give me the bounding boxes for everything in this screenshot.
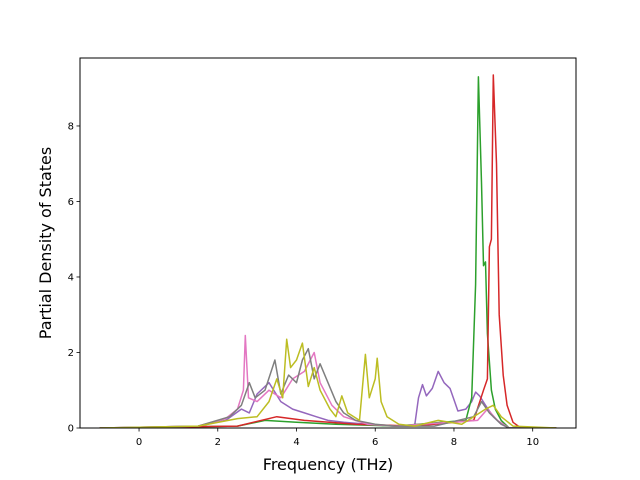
- y-tick-label: 2: [68, 348, 74, 359]
- y-tick-label: 4: [68, 272, 74, 283]
- x-tick-label: 2: [215, 437, 221, 448]
- x-tick-label: 10: [526, 437, 539, 448]
- x-tick-label: 8: [451, 437, 457, 448]
- plot-series: [99, 74, 557, 428]
- y-tick-label: 8: [68, 121, 74, 132]
- series-line-5: [99, 347, 557, 428]
- x-axis-label: Frequency (THz): [263, 455, 393, 474]
- y-tick-label: 6: [68, 197, 74, 208]
- series-line-4: [99, 334, 557, 428]
- series-line-1: [99, 370, 557, 428]
- plot-frame: [79, 57, 577, 429]
- x-tick-label: 0: [136, 437, 142, 448]
- y-tick-label: 0: [68, 424, 74, 435]
- series-line-3: [99, 74, 557, 428]
- x-axis-ticks: 0 2 4 6 8 10: [136, 428, 539, 448]
- x-tick-label: 4: [293, 437, 299, 448]
- x-tick-label: 6: [372, 437, 378, 448]
- y-axis-ticks: 0 2 4 6 8: [68, 121, 80, 435]
- series-line-6: [99, 338, 557, 428]
- y-axis-label: Partial Density of States: [36, 147, 55, 339]
